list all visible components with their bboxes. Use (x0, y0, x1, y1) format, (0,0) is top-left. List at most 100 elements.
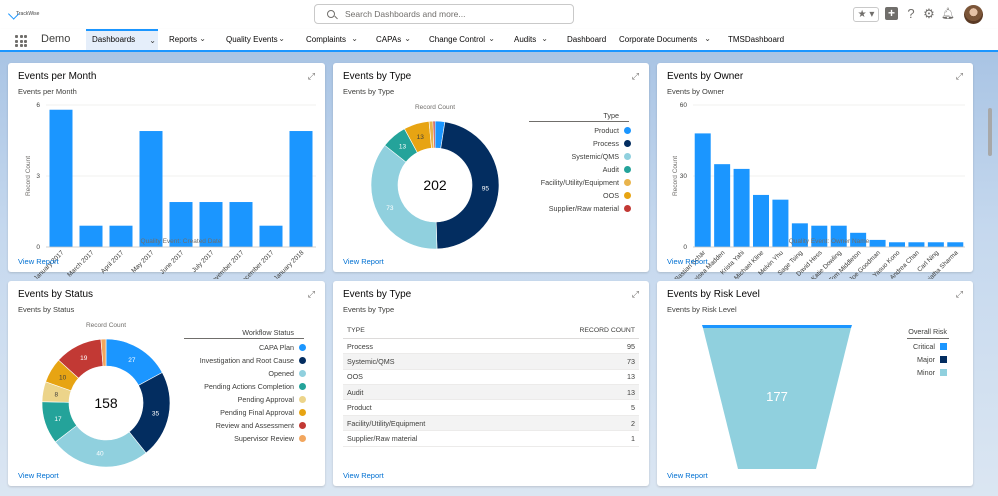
nav-item-change-control[interactable]: Change Control ⌄ (423, 29, 497, 50)
view-report-link[interactable]: View Report (667, 471, 708, 480)
bar[interactable] (169, 202, 193, 247)
legend-item[interactable]: Audit (439, 165, 619, 178)
view-report-link[interactable]: View Report (18, 257, 59, 266)
legend-item[interactable]: OOS (439, 191, 619, 204)
table-row[interactable]: Process 95 (343, 338, 639, 355)
legend-item[interactable]: CAPA Plan (114, 343, 294, 356)
bar[interactable] (850, 232, 867, 247)
bar[interactable] (199, 202, 223, 247)
expand-icon[interactable]: ⤢ (307, 289, 315, 299)
expand-icon[interactable]: ⤢ (307, 71, 315, 81)
chevron-down-icon[interactable]: ⌄ (541, 34, 548, 43)
legend-item[interactable]: Pending Final Approval (114, 408, 294, 421)
bar[interactable] (811, 225, 828, 247)
chevron-down-icon[interactable]: ⌄ (488, 34, 495, 43)
view-report-link[interactable]: View Report (343, 471, 384, 480)
favorites-button[interactable]: ★ ▾ (853, 7, 879, 22)
legend-item[interactable]: Pending Approval (114, 395, 294, 408)
bar[interactable] (927, 242, 944, 247)
donut-slice[interactable] (370, 144, 438, 250)
nav-item-dashboard[interactable]: Dashboard (561, 29, 606, 50)
add-icon[interactable]: + (885, 7, 898, 20)
bar[interactable] (139, 131, 163, 247)
bell-icon[interactable]: 🔔︎ (941, 8, 955, 20)
legend-item[interactable]: Review and Assessment (114, 421, 294, 434)
funnel-segment-minor[interactable] (703, 328, 851, 469)
bar[interactable] (889, 242, 905, 247)
nav-item-capas[interactable]: CAPAs ⌄ (370, 29, 413, 50)
legend-item[interactable]: Investigation and Root Cause (114, 356, 294, 369)
column-header-record-count[interactable]: RECORD COUNT (513, 323, 639, 339)
bar[interactable] (694, 133, 711, 247)
bar[interactable] (229, 202, 253, 247)
bar[interactable] (109, 225, 133, 247)
slice-value-label: 27 (128, 357, 136, 364)
table-row[interactable]: Audit 13 (343, 384, 639, 401)
bar[interactable] (289, 131, 313, 247)
help-icon[interactable]: ? (907, 6, 915, 21)
gear-icon[interactable]: ⚙ (923, 6, 935, 21)
avatar[interactable] (964, 5, 983, 24)
app-launcher-icon[interactable] (15, 35, 27, 47)
bar[interactable] (772, 199, 789, 247)
bar[interactable] (259, 225, 283, 247)
table-row[interactable]: Product 5 (343, 399, 639, 416)
column-header-type[interactable]: TYPE (343, 323, 514, 339)
chevron-down-icon[interactable]: ⌄ (704, 34, 711, 43)
app-logo[interactable]: TrackWise (8, 8, 42, 21)
nav-item-complaints[interactable]: Complaints ⌄ (300, 29, 360, 50)
expand-icon[interactable]: ⤢ (955, 71, 963, 81)
legend-item[interactable]: Supplier/Raw material (439, 204, 619, 217)
bar[interactable] (49, 109, 73, 247)
donut-slice[interactable] (435, 121, 500, 250)
view-report-link[interactable]: View Report (18, 471, 59, 480)
view-report-link[interactable]: View Report (343, 257, 384, 266)
expand-icon[interactable]: ⤢ (955, 289, 963, 299)
global-search[interactable] (314, 4, 574, 24)
bar[interactable] (830, 225, 847, 247)
table-row[interactable]: Facility/Utility/Equipment 2 (343, 415, 639, 432)
bar[interactable] (869, 239, 886, 247)
legend-label: Review and Assessment (215, 421, 294, 430)
bar[interactable] (791, 223, 808, 247)
bar[interactable] (714, 164, 731, 247)
table-row[interactable]: Supplier/Raw material 1 (343, 430, 639, 447)
nav-item-quality-events[interactable]: Quality Events ⌄ (220, 29, 287, 50)
funnel-segment-critical[interactable] (702, 325, 852, 328)
legend-item[interactable]: Pending Actions Completion (114, 382, 294, 395)
search-input[interactable] (345, 8, 565, 20)
nav-item-tmsdashboard[interactable]: TMSDashboard (722, 29, 784, 50)
view-report-link[interactable]: View Report (667, 257, 708, 266)
page-scrollbar[interactable] (988, 108, 992, 156)
chevron-down-icon[interactable]: ⌄ (404, 34, 411, 43)
legend-item[interactable]: Major (837, 355, 935, 368)
legend-item[interactable]: Opened (114, 369, 294, 382)
bar[interactable] (947, 242, 964, 247)
legend-item[interactable]: Minor (837, 368, 935, 381)
nav-item-dashboards[interactable]: Dashboards ⌄ (86, 29, 158, 50)
legend-item[interactable]: Systemic/QMS (439, 152, 619, 165)
legend-item[interactable]: Facility/Utility/Equipment (439, 178, 619, 191)
chevron-down-icon[interactable]: ⌄ (351, 34, 358, 43)
nav-item-audits[interactable]: Audits ⌄ (508, 29, 550, 50)
bar[interactable] (908, 242, 925, 247)
donut-slice[interactable] (432, 120, 436, 149)
nav-item-reports[interactable]: Reports ⌄ (163, 29, 208, 50)
legend-item[interactable]: Critical (837, 342, 935, 355)
table-row[interactable]: OOS 13 (343, 369, 639, 386)
legend-item[interactable]: Product (439, 126, 619, 139)
legend-item[interactable]: Process (439, 139, 619, 152)
bar[interactable] (79, 225, 103, 247)
bar[interactable] (733, 168, 750, 247)
chevron-down-icon[interactable]: ⌄ (149, 36, 156, 45)
nav-item-corporate-documents[interactable]: Corporate Documents ⌄ (613, 29, 713, 50)
expand-icon[interactable]: ⤢ (631, 289, 639, 299)
bar[interactable] (753, 194, 769, 247)
donut-slice[interactable] (100, 338, 107, 367)
chevron-down-icon[interactable]: ⌄ (278, 34, 285, 43)
chevron-down-icon[interactable]: ⌄ (199, 34, 206, 43)
legend-item[interactable]: Supervisor Review (114, 434, 294, 447)
expand-icon[interactable]: ⤢ (631, 71, 639, 81)
table-row[interactable]: Systemic/QMS 73 (343, 353, 639, 370)
